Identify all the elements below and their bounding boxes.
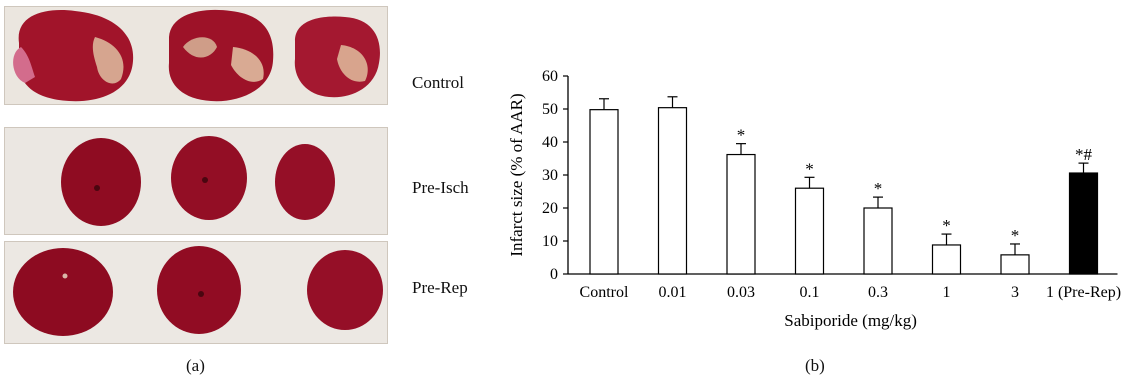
row-label-pre-isch: Pre-Isch	[412, 178, 469, 197]
significance-marker-4: *	[874, 179, 883, 198]
significance-marker-6: *	[1011, 226, 1020, 245]
y-tick-label: 40	[542, 134, 558, 151]
panel-a-caption: (a)	[186, 356, 205, 375]
control-heart-slices-photo	[4, 6, 388, 105]
pre-rep-slices-image	[5, 242, 387, 343]
pre-isch-heart-slices-photo	[4, 127, 388, 235]
y-tick-label: 0	[550, 266, 558, 283]
bar-2	[726, 153, 756, 275]
pre-isch-slices-image	[5, 128, 387, 234]
y-tick-label: 60	[542, 68, 558, 85]
x-tick-label-3: 0.1	[800, 284, 820, 301]
x-tick-label-7: 1 (Pre-Rep)	[1046, 284, 1121, 301]
x-tick-label-1: 0.01	[659, 284, 687, 301]
x-tick-label-2: 0.03	[727, 284, 755, 301]
significance-marker-2: *	[737, 126, 746, 145]
bar-0	[589, 109, 619, 275]
bar-7	[1068, 172, 1099, 275]
x-axis-title: Sabiporide (mg/kg)	[784, 311, 917, 330]
x-tick-label-0: Control	[580, 284, 629, 301]
y-tick-label: 30	[542, 167, 558, 184]
row-label-control: Control	[412, 73, 464, 92]
row-label-pre-rep: Pre-Rep	[412, 278, 468, 297]
y-tick-label: 20	[542, 200, 558, 217]
bar-6	[1000, 254, 1030, 275]
panel-b-caption: (b)	[805, 356, 825, 375]
y-axis-title: Infarct size (% of AAR)	[507, 93, 526, 256]
x-tick-label-5: 1	[943, 284, 951, 301]
x-tick-label-4: 0.3	[868, 284, 888, 301]
bar-1	[657, 107, 688, 275]
significance-marker-5: *	[942, 216, 951, 235]
pre-rep-heart-slices-photo	[4, 241, 388, 344]
y-tick-label: 10	[542, 233, 558, 250]
x-tick-label-6: 3	[1011, 284, 1019, 301]
significance-marker-3: *	[805, 159, 814, 178]
bar-5	[931, 244, 962, 275]
significance-marker-7: *#	[1075, 145, 1093, 164]
bar-3	[794, 187, 825, 275]
bar-4	[863, 207, 893, 275]
tissue-photo-panel	[0, 0, 400, 386]
control-slices-image	[5, 7, 387, 104]
y-tick-label: 50	[542, 101, 558, 118]
infarct-size-bar-chart: 0 10 20 30 40 50 60 Infarct size (% of AAR) Cont…	[507, 68, 1121, 330]
